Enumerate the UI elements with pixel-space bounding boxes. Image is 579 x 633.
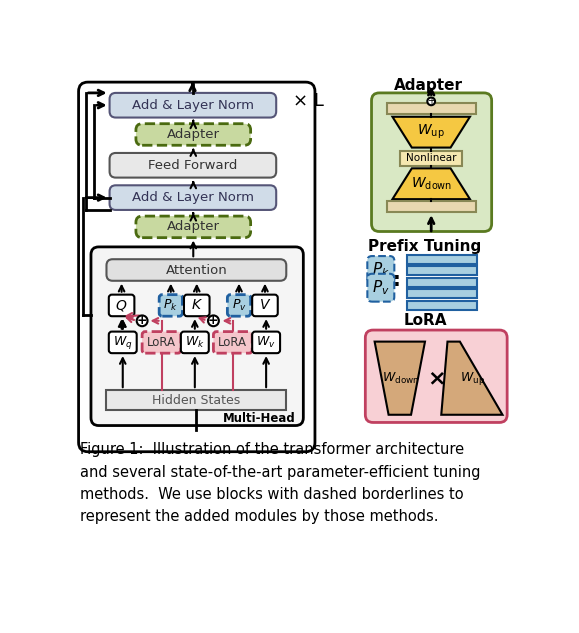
FancyBboxPatch shape xyxy=(109,93,276,118)
FancyBboxPatch shape xyxy=(107,260,286,281)
Text: LoRA: LoRA xyxy=(403,313,447,329)
Text: Nonlinear: Nonlinear xyxy=(406,153,456,163)
Text: $\mathbf{\mathit{W}}_v$: $\mathbf{\mathit{W}}_v$ xyxy=(256,335,276,350)
Bar xyxy=(407,266,477,275)
Text: $\mathbf{\mathit{P}}_v$: $\mathbf{\mathit{P}}_v$ xyxy=(372,279,390,297)
FancyBboxPatch shape xyxy=(109,153,276,178)
FancyBboxPatch shape xyxy=(252,332,280,353)
Text: $\mathbf{\mathit{W}}_k$: $\mathbf{\mathit{W}}_k$ xyxy=(185,335,205,350)
Text: $\mathbf{\mathit{P}}_v$: $\mathbf{\mathit{P}}_v$ xyxy=(232,298,247,313)
Text: LoRA: LoRA xyxy=(147,336,176,349)
Polygon shape xyxy=(441,342,503,415)
Text: $\mathbf{\mathit{W}}_q$: $\mathbf{\mathit{W}}_q$ xyxy=(113,334,133,351)
Text: Hidden States: Hidden States xyxy=(152,394,240,406)
Circle shape xyxy=(208,315,219,326)
FancyBboxPatch shape xyxy=(365,330,507,422)
Text: × L: × L xyxy=(293,92,324,110)
Text: Figure 1:  Illustration of the transformer architecture
and several state-of-the: Figure 1: Illustration of the transforme… xyxy=(80,442,481,524)
Text: $\mathbf{\mathit{W}}_{\rm up}$: $\mathbf{\mathit{W}}_{\rm up}$ xyxy=(417,123,445,141)
FancyBboxPatch shape xyxy=(142,332,181,353)
Text: $\mathbf{\mathit{P}}_k$: $\mathbf{\mathit{P}}_k$ xyxy=(163,298,178,313)
Text: $\mathbf{\mathit{Q}}$: $\mathbf{\mathit{Q}}$ xyxy=(115,298,128,313)
Text: $\mathbf{\mathit{W}}_{\rm up}$: $\mathbf{\mathit{W}}_{\rm up}$ xyxy=(460,370,485,387)
FancyBboxPatch shape xyxy=(79,82,315,452)
FancyBboxPatch shape xyxy=(252,294,278,316)
Text: Adapter: Adapter xyxy=(167,220,220,234)
FancyBboxPatch shape xyxy=(109,294,134,316)
FancyBboxPatch shape xyxy=(372,93,492,232)
Polygon shape xyxy=(375,342,425,415)
Bar xyxy=(407,278,477,287)
FancyBboxPatch shape xyxy=(136,216,251,237)
Circle shape xyxy=(137,315,148,326)
Bar xyxy=(407,254,477,264)
Bar xyxy=(387,201,476,212)
Text: :: : xyxy=(393,270,400,289)
Polygon shape xyxy=(393,168,470,199)
FancyBboxPatch shape xyxy=(109,332,137,353)
Text: Attention: Attention xyxy=(166,263,227,277)
FancyBboxPatch shape xyxy=(184,294,210,316)
FancyBboxPatch shape xyxy=(214,332,252,353)
Text: $\mathbf{\mathit{V}}$: $\mathbf{\mathit{V}}$ xyxy=(259,298,271,313)
Text: LoRA: LoRA xyxy=(218,336,247,349)
Text: $\mathbf{\mathit{W}}_{\rm down}$: $\mathbf{\mathit{W}}_{\rm down}$ xyxy=(382,371,419,386)
FancyBboxPatch shape xyxy=(228,294,251,316)
Bar xyxy=(400,151,462,166)
Bar xyxy=(387,103,476,114)
Polygon shape xyxy=(393,116,470,147)
Text: +: + xyxy=(137,315,148,327)
FancyBboxPatch shape xyxy=(136,123,251,145)
Text: Multi-Head: Multi-Head xyxy=(223,412,295,425)
Text: Feed Forward: Feed Forward xyxy=(148,159,237,172)
Text: $\mathbf{\mathit{P}}_k$: $\mathbf{\mathit{P}}_k$ xyxy=(372,261,390,279)
Text: Add & Layer Norm: Add & Layer Norm xyxy=(131,191,254,204)
Text: Prefix Tuning: Prefix Tuning xyxy=(368,239,482,254)
Text: +: + xyxy=(427,96,435,106)
Text: $\mathbf{\mathit{K}}$: $\mathbf{\mathit{K}}$ xyxy=(190,298,203,313)
FancyBboxPatch shape xyxy=(91,247,303,425)
Bar xyxy=(107,390,286,410)
Text: Adapter: Adapter xyxy=(394,78,463,92)
FancyBboxPatch shape xyxy=(109,185,276,210)
Bar xyxy=(407,301,477,310)
Text: +: + xyxy=(208,315,219,327)
Text: ×: × xyxy=(427,368,446,389)
Bar xyxy=(407,289,477,299)
Circle shape xyxy=(427,97,435,105)
FancyBboxPatch shape xyxy=(181,332,209,353)
FancyBboxPatch shape xyxy=(159,294,182,316)
Text: Add & Layer Norm: Add & Layer Norm xyxy=(131,99,254,111)
Text: Adapter: Adapter xyxy=(167,128,220,141)
Text: $\mathbf{\mathit{W}}_{\rm down}$: $\mathbf{\mathit{W}}_{\rm down}$ xyxy=(411,175,452,192)
